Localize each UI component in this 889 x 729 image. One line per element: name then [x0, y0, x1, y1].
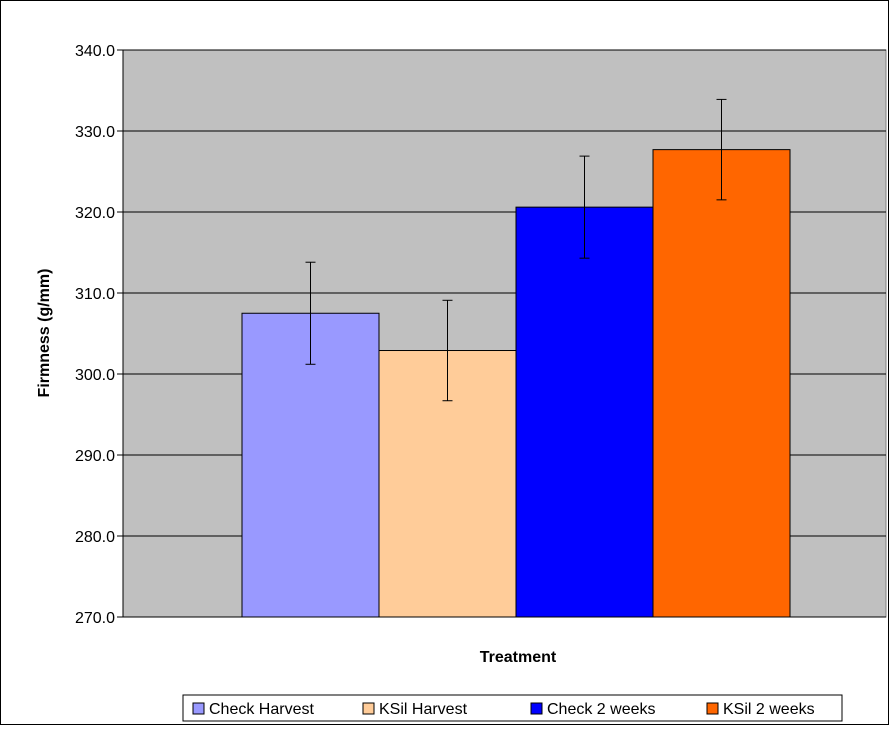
bar [652, 149, 791, 618]
y-axis-ticks: 270.0 280.0 290.0 300.0 310.0 320.0 330.0 340.0 [75, 43, 123, 627]
error-bar [442, 299, 453, 402]
legend-swatch [362, 702, 375, 715]
error-bar [305, 261, 316, 365]
x-axis-label: Treatment [480, 649, 557, 666]
legend-label: Check 2 weeks [547, 701, 656, 718]
y-tick-label: 340.0 [75, 43, 115, 60]
y-tick-label: 310.0 [75, 286, 115, 303]
y-tick-label: 320.0 [75, 205, 115, 222]
legend-swatch [530, 702, 543, 715]
y-tick-label: 300.0 [75, 367, 115, 384]
legend-swatch [706, 702, 719, 715]
error-bars [305, 98, 727, 402]
y-tick-label: 270.0 [75, 610, 115, 627]
error-bar [579, 155, 590, 259]
bar [515, 206, 654, 618]
y-tick-label: 290.0 [75, 448, 115, 465]
y-axis-label: Firmness (g/mm) [36, 269, 53, 398]
error-bar [716, 98, 727, 201]
bars [241, 149, 791, 618]
y-tick-label: 280.0 [75, 529, 115, 546]
y-tick-label: 330.0 [75, 124, 115, 141]
legend-swatch [192, 702, 205, 715]
legend-label: KSil 2 weeks [723, 701, 815, 718]
legend: Check Harvest KSil Harvest Check 2 weeks KS… [182, 694, 843, 722]
legend-box [182, 694, 843, 722]
legend-label: Check Harvest [209, 701, 314, 718]
legend-label: KSil Harvest [379, 701, 468, 718]
